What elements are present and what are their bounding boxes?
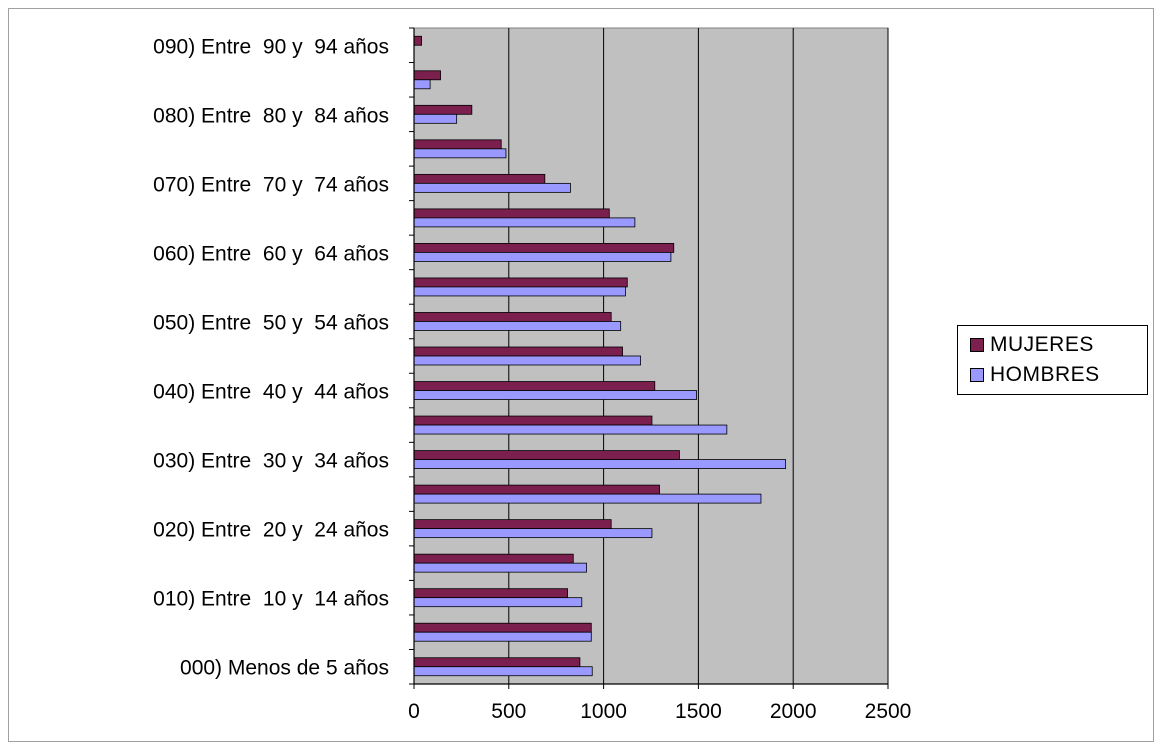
category-label: 070) Entre 70 y 74 años	[153, 173, 389, 196]
bar-mujeres	[413, 484, 660, 495]
bar-hombres	[413, 286, 626, 297]
bar-mujeres	[413, 622, 592, 633]
tick-labels: 0 500 1000 1500 2000 2500	[408, 700, 911, 723]
bar-mujeres	[413, 346, 623, 357]
category-label: 050) Entre 50 y 54 años	[153, 311, 389, 334]
category-label: 030) Entre 30 y 34 años	[153, 450, 389, 473]
bar-hombres	[413, 631, 592, 642]
category-label: 000) Menos de 5 años	[180, 657, 389, 680]
bars	[413, 35, 787, 677]
category-label: 060) Entre 60 y 64 años	[153, 242, 389, 265]
legend-swatch-mujeres	[970, 338, 984, 352]
bar-hombres	[413, 182, 571, 193]
bar-hombres	[413, 493, 762, 504]
category-labels: 000) Menos de 5 años 010) Entre 10 y 14 a…	[153, 35, 389, 679]
bar-hombres	[413, 252, 672, 262]
bar-mujeres	[413, 70, 441, 81]
bar-mujeres	[413, 243, 675, 253]
bar-hombres	[413, 321, 622, 331]
bar-mujeres	[413, 312, 612, 322]
x-tick-label: 0	[408, 700, 420, 723]
bar-mujeres	[413, 553, 574, 564]
category-label: 040) Entre 40 y 44 años	[153, 381, 389, 404]
category-label: 080) Entre 80 y 84 años	[153, 104, 389, 127]
category-label: 090) Entre 90 y 94 años	[153, 35, 389, 58]
bar-hombres	[413, 113, 458, 124]
legend-swatch-hombres	[970, 368, 984, 382]
bar-hombres	[413, 355, 641, 366]
bar-mujeres	[413, 381, 656, 391]
bar-hombres	[413, 528, 653, 539]
bar-hombres	[413, 424, 728, 435]
legend: MUJERES HOMBRES	[957, 325, 1148, 395]
category-label: 020) Entre 20 y 24 años	[153, 519, 389, 542]
bar-mujeres	[413, 35, 422, 46]
x-tick-label: 500	[491, 700, 526, 723]
bar-mujeres	[413, 139, 502, 150]
bar-hombres	[413, 459, 787, 469]
bar-hombres	[413, 390, 697, 400]
x-tick-label: 1000	[580, 700, 627, 723]
x-tick-label: 1500	[675, 700, 722, 723]
bar-mujeres	[413, 657, 581, 668]
bar-mujeres	[413, 450, 680, 460]
legend-label-hombres: HOMBRES	[990, 363, 1100, 386]
bar-hombres	[413, 79, 431, 90]
x-tick-label: 2000	[770, 700, 817, 723]
axes	[409, 27, 889, 689]
bar-hombres	[413, 597, 583, 608]
legend-label-mujeres: MUJERES	[990, 333, 1094, 356]
bar-mujeres	[413, 104, 473, 115]
x-tick-label: 2500	[865, 700, 912, 723]
bar-mujeres	[413, 519, 612, 530]
bar-hombres	[413, 148, 507, 159]
bar-mujeres	[413, 173, 546, 184]
bar-mujeres	[413, 277, 628, 288]
bar-mujeres	[413, 415, 653, 426]
bar-mujeres	[413, 208, 610, 219]
bar-hombres	[413, 666, 593, 677]
legend-item-mujeres: MUJERES	[964, 330, 1141, 360]
category-label: 010) Entre 10 y 14 años	[153, 588, 389, 611]
bar-hombres	[413, 562, 587, 573]
legend-item-hombres: HOMBRES	[964, 360, 1141, 390]
bar-mujeres	[413, 588, 568, 599]
bar-hombres	[413, 217, 636, 228]
